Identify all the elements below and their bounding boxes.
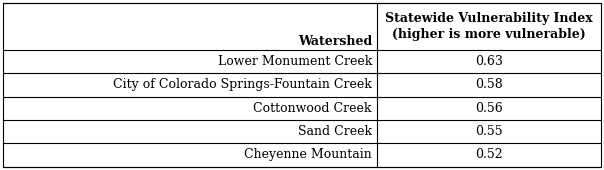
- Text: Sand Creek: Sand Creek: [298, 125, 372, 138]
- Text: 0.63: 0.63: [475, 55, 503, 68]
- Text: Cottonwood Creek: Cottonwood Creek: [254, 102, 372, 115]
- Text: Statewide Vulnerability Index
(higher is more vulnerable): Statewide Vulnerability Index (higher is…: [385, 12, 593, 41]
- Text: 0.52: 0.52: [475, 148, 503, 162]
- Text: City of Colorado Springs-Fountain Creek: City of Colorado Springs-Fountain Creek: [113, 78, 372, 91]
- Text: Cheyenne Mountain: Cheyenne Mountain: [244, 148, 372, 162]
- Text: 0.58: 0.58: [475, 78, 503, 91]
- Text: 0.56: 0.56: [475, 102, 503, 115]
- Text: Lower Monument Creek: Lower Monument Creek: [217, 55, 372, 68]
- Text: 0.55: 0.55: [475, 125, 503, 138]
- Text: Watershed: Watershed: [298, 35, 372, 48]
